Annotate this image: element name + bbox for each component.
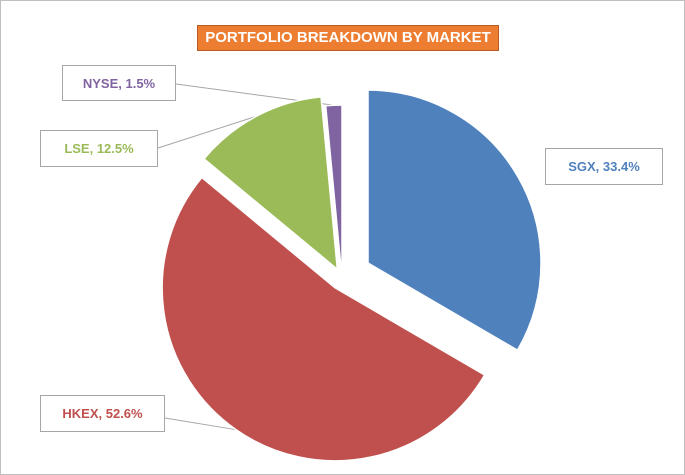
leader-line-hkex [164, 417, 237, 431]
chart-title: PORTFOLIO BREAKDOWN BY MARKET [197, 25, 499, 51]
data-label-nyse: NYSE, 1.5% [62, 65, 176, 101]
pie-slice-hkex [161, 176, 486, 462]
data-label-sgx: SGX, 33.4% [545, 148, 663, 185]
data-label-lse: LSE, 12.5% [40, 130, 158, 167]
pie-slice-sgx [367, 89, 542, 352]
leader-line-lse [157, 115, 257, 149]
pie-slice-lse [202, 96, 339, 271]
pie-slices [161, 89, 542, 462]
pie-slice-nyse [324, 104, 343, 279]
data-label-hkex: HKEX, 52.6% [40, 395, 165, 432]
